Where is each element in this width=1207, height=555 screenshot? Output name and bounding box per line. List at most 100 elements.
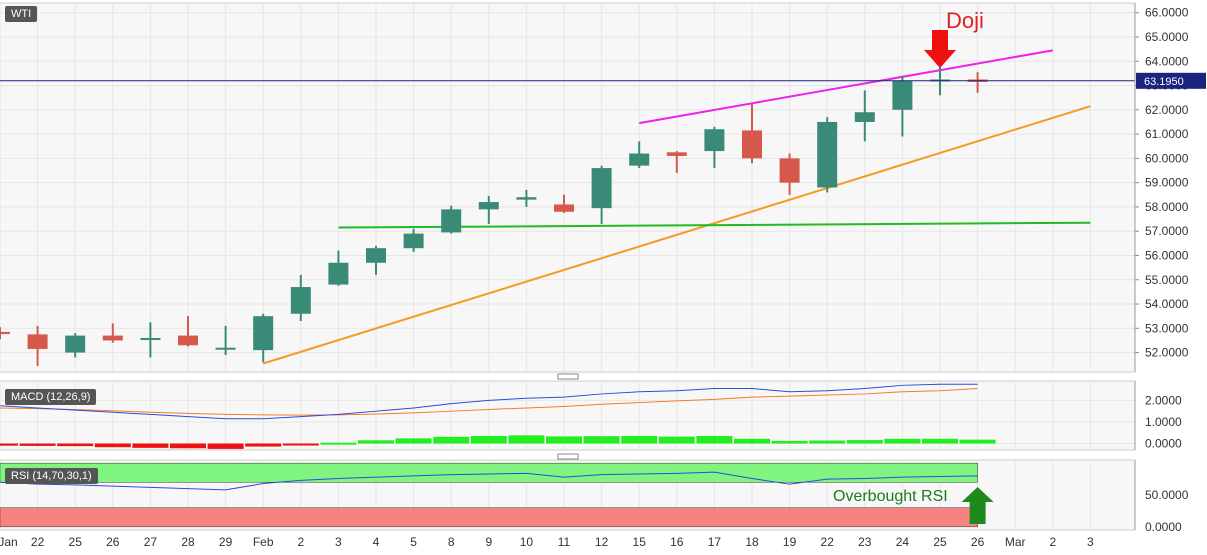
y-tick-label: 56.0000 bbox=[1145, 248, 1189, 262]
macd-histogram-bar[interactable] bbox=[583, 436, 620, 444]
y-tick-label: 2.0000 bbox=[1145, 393, 1182, 407]
candle[interactable] bbox=[441, 209, 462, 233]
macd-histogram-bar[interactable] bbox=[621, 435, 658, 444]
support-trendline[interactable] bbox=[262, 105, 1091, 365]
candle[interactable] bbox=[516, 197, 537, 200]
candle[interactable] bbox=[366, 248, 386, 263]
y-tick-label: 65.0000 bbox=[1145, 30, 1189, 44]
macd-histogram-bar[interactable] bbox=[94, 443, 131, 448]
macd-histogram-bar[interactable] bbox=[395, 438, 432, 444]
candle[interactable] bbox=[102, 335, 123, 341]
x-tick-label: 16 bbox=[670, 535, 684, 549]
macd-histogram-bar[interactable] bbox=[0, 443, 18, 446]
candle[interactable] bbox=[742, 130, 762, 159]
x-tick-label: 12 bbox=[595, 535, 609, 549]
x-tick-label: 2 bbox=[297, 535, 304, 549]
macd-histogram-bar[interactable] bbox=[19, 443, 56, 446]
y-tick-label: 53.0000 bbox=[1145, 321, 1189, 335]
doji-annotation: Doji bbox=[946, 8, 984, 33]
x-tick-label: 23 bbox=[858, 535, 872, 549]
y-tick-label: 55.0000 bbox=[1145, 273, 1189, 287]
y-tick-label: 66.0000 bbox=[1145, 6, 1189, 20]
macd-histogram-bar[interactable] bbox=[282, 443, 319, 446]
candle[interactable] bbox=[817, 121, 838, 188]
macd-histogram-bar[interactable] bbox=[433, 436, 470, 444]
candle[interactable] bbox=[65, 335, 86, 353]
macd-histogram-bar[interactable] bbox=[922, 438, 958, 444]
candle[interactable] bbox=[591, 168, 612, 209]
rsi-line[interactable] bbox=[0, 471, 978, 491]
y-tick-label: 50.0000 bbox=[1145, 488, 1189, 502]
macd-line[interactable] bbox=[0, 383, 978, 420]
macd-histogram-bar[interactable] bbox=[207, 443, 244, 449]
macd-histogram-bar[interactable] bbox=[546, 436, 582, 444]
y-tick-label: 0.0000 bbox=[1145, 520, 1182, 534]
macd-histogram-bar[interactable] bbox=[771, 440, 808, 444]
x-tick-label: 3 bbox=[1087, 535, 1094, 549]
candle[interactable] bbox=[478, 202, 499, 210]
macd-histogram-bar[interactable] bbox=[846, 440, 883, 444]
resistance-trendline[interactable] bbox=[639, 49, 1053, 125]
macd-histogram-bar[interactable] bbox=[170, 443, 206, 449]
macd-histogram-bar[interactable] bbox=[658, 436, 695, 444]
current-price-badge bbox=[1136, 72, 1206, 89]
candle[interactable] bbox=[704, 129, 725, 152]
y-tick-label: 60.0000 bbox=[1145, 151, 1189, 165]
candle[interactable] bbox=[0, 331, 10, 334]
candle[interactable] bbox=[779, 158, 800, 183]
candle[interactable] bbox=[554, 204, 574, 212]
candle[interactable] bbox=[629, 153, 650, 166]
candle[interactable] bbox=[854, 112, 875, 122]
horizontal-trendline[interactable] bbox=[338, 221, 1091, 229]
macd-histogram-bar[interactable] bbox=[245, 443, 282, 447]
pane-background bbox=[0, 2, 1136, 373]
macd-histogram-bar[interactable] bbox=[358, 440, 394, 444]
macd-histogram-bar[interactable] bbox=[132, 443, 169, 448]
candle[interactable] bbox=[215, 347, 236, 350]
x-tick-label: 22 bbox=[821, 535, 835, 549]
candle[interactable] bbox=[178, 335, 198, 346]
candle[interactable] bbox=[27, 334, 48, 349]
candle[interactable] bbox=[666, 152, 687, 156]
candle[interactable] bbox=[140, 338, 161, 341]
x-tick-label: 24 bbox=[896, 535, 910, 549]
candle[interactable] bbox=[253, 316, 274, 351]
macd-histogram-bar[interactable] bbox=[884, 438, 921, 444]
x-tick-label: 26 bbox=[971, 535, 985, 549]
macd-histogram-bar[interactable] bbox=[734, 438, 770, 444]
y-tick-label: 54.0000 bbox=[1145, 297, 1189, 311]
x-tick-label: 19 bbox=[783, 535, 797, 549]
macd-histogram-bar[interactable] bbox=[320, 442, 357, 445]
x-tick-label: 29 bbox=[219, 535, 233, 549]
y-tick-label: 61.0000 bbox=[1145, 127, 1189, 141]
x-tick-label: 25 bbox=[69, 535, 83, 549]
x-tick-label: 9 bbox=[485, 535, 492, 549]
macd-histogram-bar[interactable] bbox=[959, 439, 996, 444]
pane-resize-handle[interactable] bbox=[557, 373, 579, 380]
candle[interactable] bbox=[892, 80, 913, 110]
pane-resize-handle[interactable] bbox=[557, 453, 579, 460]
macd-histogram-bar[interactable] bbox=[470, 435, 507, 444]
price-pane[interactable]: 52.0000 53.0000 54.0000 55.0000 56.0000 57.00… bbox=[0, 2, 1206, 373]
x-tick-label: 5 bbox=[410, 535, 417, 549]
x-tick-label: 18 bbox=[745, 535, 759, 549]
rsi-pane[interactable]: 0.0000 50.0000 bbox=[0, 459, 1189, 534]
overbought-annotation: Overbought RSI bbox=[833, 488, 948, 505]
signal-line[interactable] bbox=[0, 388, 978, 416]
x-tick-label: 11 bbox=[558, 535, 571, 549]
x-tick-label: Mar bbox=[1005, 535, 1026, 549]
candle[interactable] bbox=[403, 233, 424, 249]
candle[interactable] bbox=[290, 287, 311, 314]
macd-pane[interactable]: 0.0000 1.0000 2.0000 bbox=[0, 380, 1182, 451]
x-tick-label: 8 bbox=[448, 535, 455, 549]
macd-histogram-bar[interactable] bbox=[508, 435, 545, 444]
macd-histogram-bar[interactable] bbox=[696, 435, 733, 444]
y-tick-label: 59.0000 bbox=[1145, 176, 1189, 190]
macd-histogram-bar[interactable] bbox=[57, 443, 94, 447]
x-tick-label: 10 bbox=[520, 535, 534, 549]
x-axis: Jan 22 25 26 27 28 29 Feb 2 3 4 5 8 9 10 11 12 15 16 17 18 19… bbox=[0, 3, 1136, 549]
x-tick-label: 4 bbox=[373, 535, 380, 549]
macd-histogram-bar[interactable] bbox=[809, 440, 846, 444]
candle[interactable] bbox=[328, 262, 349, 285]
